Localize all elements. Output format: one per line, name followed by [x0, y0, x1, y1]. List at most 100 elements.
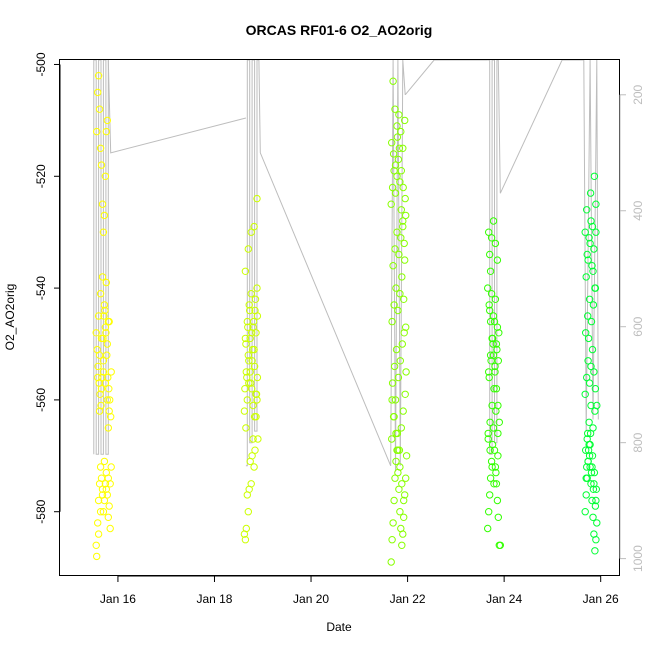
data-point [399, 183, 407, 192]
data-point [248, 385, 256, 393]
x-axis: Jan 16 Jan 18 Jan 20 Jan 22 Jan 24 Jan 26 [100, 575, 619, 606]
x-tick-label: Jan 20 [293, 592, 329, 606]
data-point [246, 334, 254, 343]
data-point [493, 345, 501, 354]
data-point [107, 413, 115, 421]
data-point [93, 552, 101, 561]
data-point [585, 379, 594, 387]
data-point [494, 357, 502, 365]
data-point [584, 334, 593, 343]
data-point [492, 480, 501, 488]
data-point [100, 312, 108, 320]
data-point [252, 390, 260, 398]
data-point [241, 536, 250, 544]
data-point [98, 273, 107, 281]
y-tick-label: -540 [34, 276, 48, 300]
data-point [491, 463, 500, 471]
data-point [395, 250, 403, 259]
data-point [492, 468, 500, 477]
data-point [252, 329, 260, 337]
data-point [490, 317, 499, 326]
data-point [592, 200, 600, 208]
data-point [394, 155, 403, 164]
data-point [484, 284, 492, 292]
data-point [391, 105, 399, 113]
data-point [93, 127, 101, 136]
plot-area [92, 59, 601, 566]
secondary-line-segment [93, 59, 109, 455]
data-point [402, 368, 410, 376]
data-point [105, 502, 113, 510]
data-point [400, 239, 408, 248]
data-point [495, 329, 503, 337]
data-point [99, 228, 108, 236]
data-point [494, 513, 502, 521]
data-point [95, 407, 104, 415]
data-point [591, 502, 600, 510]
data-point [398, 480, 406, 488]
data-point [247, 379, 255, 387]
data-point [244, 351, 253, 359]
data-point [401, 390, 409, 398]
data-point [99, 334, 107, 343]
data-point [245, 379, 253, 387]
data-point [102, 329, 110, 337]
data-point [242, 424, 250, 432]
data-point [389, 77, 397, 85]
x-tick-label: Jan 24 [486, 592, 522, 606]
data-point [99, 508, 108, 516]
data-point [95, 379, 103, 387]
data-point [491, 239, 500, 248]
y2-tick-label: 1000 [631, 545, 645, 572]
data-point [591, 547, 599, 555]
data-point [99, 357, 108, 365]
data-point [493, 323, 502, 331]
data-point [586, 239, 594, 248]
data-point [104, 373, 112, 382]
data-point [585, 295, 594, 303]
data-point [392, 345, 401, 354]
data-point [94, 88, 102, 97]
x-tick-label: Jan 16 [100, 592, 136, 606]
data-point [96, 508, 105, 516]
data-point [582, 474, 590, 482]
data-point [485, 301, 493, 309]
data-point [590, 368, 598, 376]
data-point [494, 429, 502, 438]
data-point [103, 351, 111, 359]
data-point [487, 457, 496, 466]
data-point [589, 301, 598, 309]
data-point [583, 373, 591, 382]
data-point [390, 167, 398, 175]
data-point [253, 284, 261, 292]
data-point [249, 401, 257, 410]
data-point [242, 368, 251, 376]
data-point [103, 491, 112, 499]
data-point [104, 513, 113, 521]
x-tick-label: Jan 18 [196, 592, 232, 606]
data-point [102, 127, 111, 136]
chart-title: ORCAS RF01-6 O2_AO2orig [246, 22, 433, 38]
data-point [244, 245, 253, 253]
data-point [249, 323, 257, 331]
data-point [589, 485, 598, 493]
data-point [588, 496, 596, 505]
data-point [244, 508, 253, 516]
data-point [392, 457, 400, 466]
data-point [582, 329, 590, 337]
data-point [390, 496, 398, 505]
data-point [581, 390, 589, 398]
data-point [392, 429, 400, 438]
data-point [490, 385, 498, 393]
data-point [589, 267, 597, 275]
data-point [389, 150, 398, 158]
data-point [95, 105, 104, 113]
x-tick-label: Jan 26 [583, 592, 619, 606]
data-point [592, 536, 600, 544]
data-point [584, 312, 592, 320]
data-point [395, 111, 403, 119]
data-point [494, 452, 502, 460]
data-point [101, 323, 110, 331]
data-point [490, 446, 499, 454]
